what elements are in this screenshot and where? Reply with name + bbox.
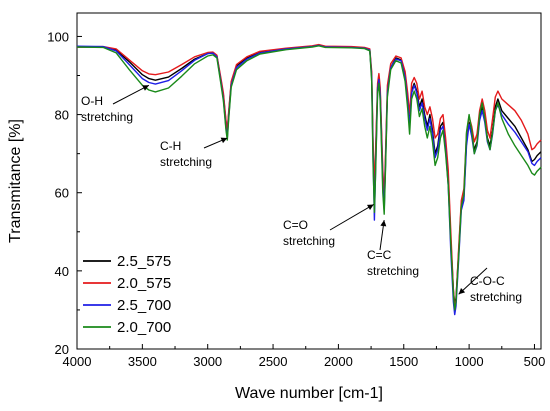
legend-label: 2.5_575 — [117, 253, 171, 270]
annotation-text: stretching — [470, 290, 522, 304]
y-tick-label: 80 — [55, 108, 69, 123]
x-tick-label: 4000 — [63, 354, 92, 369]
annotation-text: O-H — [81, 94, 103, 108]
annotation-arrow-line — [112, 84, 150, 105]
legend-item-2: 2.0_575 — [83, 275, 171, 292]
series-line-4 — [76, 45, 542, 311]
legend-label: 2.0_700 — [117, 319, 171, 336]
x-tick-label: 2000 — [324, 354, 353, 369]
annotation-text: C=C — [367, 248, 392, 262]
annotation-text: C-H — [160, 139, 181, 153]
y-axis-label: Transmitance [%] — [7, 119, 24, 243]
annotation-text: stretching — [283, 234, 335, 248]
x-axis: 4000 3500 3000 2500 2000 1500 1000 500 — [63, 344, 546, 369]
x-tick-label: 2500 — [259, 354, 288, 369]
x-axis-label: Wave number [cm-1] — [235, 385, 383, 402]
legend: 2.5_575 2.0_575 2.5_700 2.0_700 — [83, 253, 171, 336]
legend-item-3: 2.5_700 — [83, 297, 171, 314]
series-layer — [76, 43, 542, 316]
x-tick-label: 1500 — [389, 354, 418, 369]
legend-label: 2.5_700 — [117, 297, 171, 314]
annotation-layer: O-HstretchingC-HstretchingC=OstretchingC… — [81, 84, 522, 304]
y-tick-label: 40 — [55, 264, 69, 279]
annotation-text: C=O — [283, 218, 308, 232]
annotation-text: stretching — [160, 155, 212, 169]
annotation-text: C-O-C — [470, 274, 505, 288]
annotation-arrow-line — [329, 204, 374, 231]
y-axis: 20 40 60 80 100 — [47, 29, 82, 357]
annotation-5: C-O-C stretching — [458, 267, 522, 304]
plot-area: O-HstretchingC-HstretchingC=OstretchingC… — [76, 12, 542, 350]
annotation-arrow-line — [458, 267, 488, 295]
x-tick-label: 3000 — [193, 354, 222, 369]
legend-item-4: 2.0_700 — [83, 319, 171, 336]
annotation-text: stretching — [81, 110, 133, 124]
plot-frame — [76, 12, 542, 350]
annotation-2: C-H stretching — [160, 137, 228, 169]
legend-label: 2.0_575 — [117, 275, 171, 292]
y-tick-label: 100 — [47, 29, 69, 44]
x-tick-label: 500 — [524, 354, 546, 369]
annotation-arrow-head — [142, 85, 149, 91]
x-tick-label: 3500 — [128, 354, 157, 369]
x-tick-label: 1000 — [455, 354, 484, 369]
annotation-arrow-head — [367, 204, 374, 211]
y-tick-label: 20 — [55, 342, 69, 357]
legend-item-1: 2.5_575 — [83, 253, 171, 270]
annotation-arrow-head — [458, 288, 466, 295]
annotation-arrow-head — [380, 220, 387, 227]
annotation-3: C=O stretching — [283, 204, 374, 248]
annotation-text: stretching — [367, 264, 419, 278]
annotation-arrow-head — [220, 137, 228, 144]
annotation-4: C=C stretching — [367, 220, 419, 278]
annotation-1: O-H stretching — [81, 84, 150, 124]
y-tick-label: 60 — [55, 186, 69, 201]
